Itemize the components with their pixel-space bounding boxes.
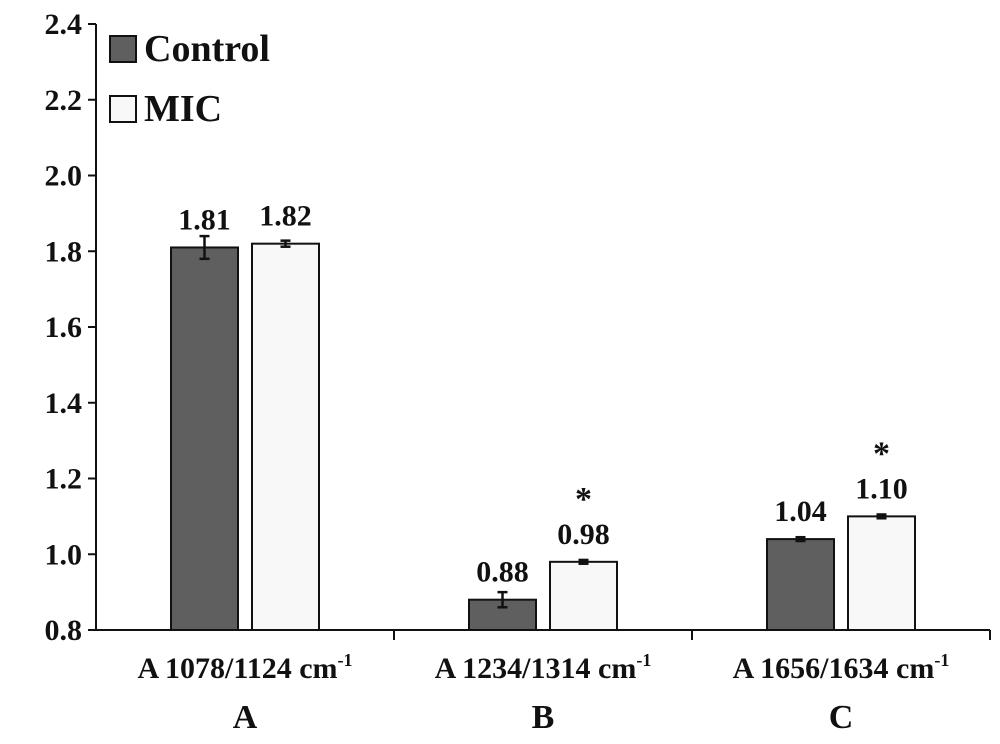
legend-label: MIC — [144, 88, 222, 130]
y-tick-label: 1.0 — [45, 538, 83, 571]
legend-swatch — [109, 35, 137, 63]
data-label: 1.81 — [178, 203, 231, 236]
bars — [170, 234, 916, 632]
bar-mic — [549, 560, 618, 632]
legend-swatch — [109, 95, 137, 123]
legend-label: Control — [144, 28, 270, 70]
x-tick-label: A 1234/1314 cm-1 — [435, 650, 652, 685]
y-tick-label: 2.4 — [45, 8, 83, 41]
x-tick-label: A 1656/1634 cm-1 — [733, 650, 950, 685]
bar-control — [766, 538, 835, 631]
labels: 1.81 1.82A 1078/1124 cm-1A0.880.98*A 1234… — [138, 200, 950, 736]
significance-mark: * — [575, 481, 592, 518]
group-label: B — [532, 699, 555, 736]
group-label: A — [233, 699, 258, 736]
bar-mic — [251, 242, 320, 632]
bar-mic — [847, 515, 916, 631]
y-tick-label: 1.6 — [45, 311, 83, 344]
data-label: 1.10 — [855, 472, 908, 505]
data-label: 0.88 — [476, 556, 529, 589]
bar-control — [170, 246, 239, 631]
y-tick-label: 1.2 — [45, 463, 83, 496]
y-tick-label: 0.8 — [45, 614, 83, 647]
y-tick-label: 2.2 — [45, 84, 83, 117]
data-label: 1.82 — [259, 200, 312, 233]
y-tick-label: 1.4 — [45, 387, 83, 420]
data-label: 1.04 — [774, 495, 827, 528]
data-label: 0.98 — [557, 518, 610, 551]
axes: 0.8 1.0 1.2 1.4 1.6 1.8 2.0 2.2 2.4 — [45, 8, 991, 647]
y-tick-label: 1.8 — [45, 235, 83, 268]
group-label: C — [829, 699, 854, 736]
legend: Control MIC — [109, 28, 270, 130]
y-tick-label: 2.0 — [45, 160, 83, 193]
x-tick-label: A 1078/1124 cm-1 — [138, 650, 353, 685]
significance-mark: * — [873, 435, 890, 472]
